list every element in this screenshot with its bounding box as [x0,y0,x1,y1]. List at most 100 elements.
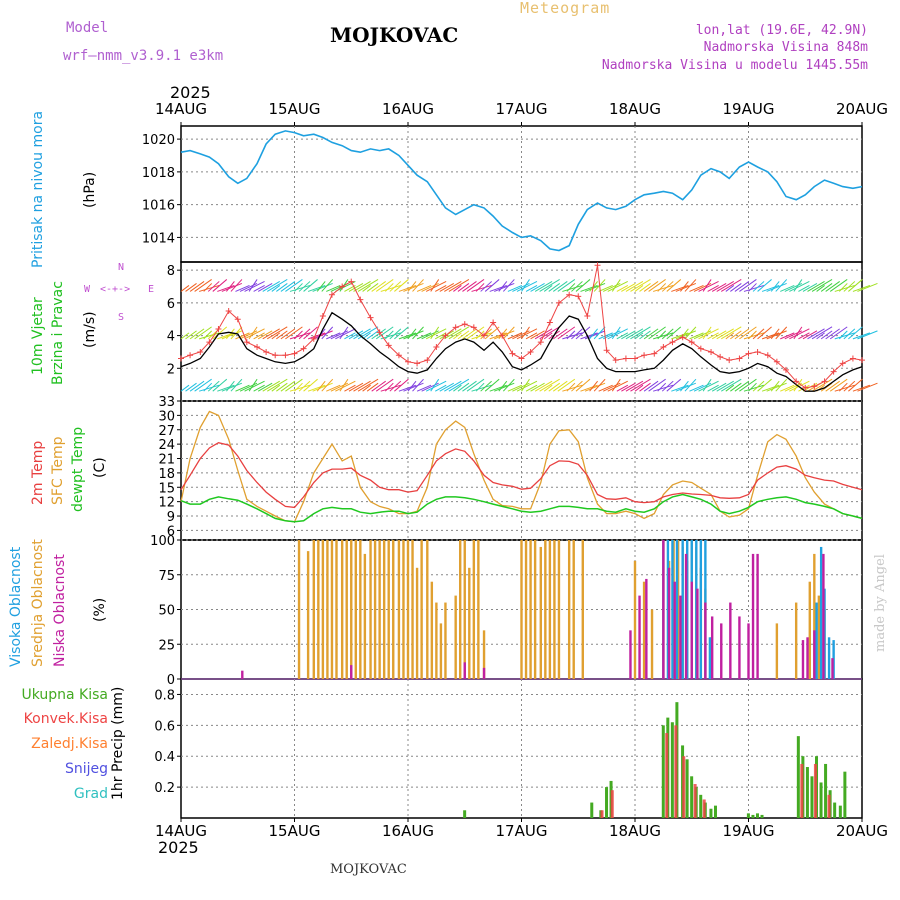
wind-barb [203,330,213,340]
wind-barb [848,378,863,392]
wind-barb [725,285,735,292]
wind-barb [248,279,258,292]
y-tick-label: 15 [158,481,175,496]
wind-barb [253,332,265,340]
wind-barb [775,326,788,340]
y-tick-label: 100 [150,534,175,549]
wind-barb [639,330,651,340]
wind-barb [580,284,598,292]
wind-barb [439,382,455,392]
cloud-low-bar [831,658,834,679]
wind-barb [262,380,280,392]
wind-gust-marker [348,278,355,285]
wind-barb [639,382,651,392]
wind-barb [566,382,576,392]
wind-gust-marker [367,314,374,321]
compass-arrows: <-+-> [100,284,131,295]
wind-barb [185,283,197,292]
precip-total-bar [751,814,755,818]
y-tick-label: 50 [158,604,175,619]
wind-barb [326,384,341,392]
wind-barb [439,283,455,292]
wind-gust-marker [717,353,724,360]
y-tick-label: 75 [158,569,175,584]
cloud-mid-bar [350,540,353,679]
wind-barb [780,332,795,340]
wind-barb [571,380,583,392]
precip-total-bar [713,805,717,818]
wind-barb [603,282,621,292]
wind-barb [634,332,644,340]
cloud-low-bar [696,588,699,679]
wind-barb [562,384,583,392]
wind-barb [566,283,576,292]
wind-gust-marker [793,378,800,385]
wind-barb [611,326,621,340]
wind-barb [453,285,462,292]
wind-barb [384,382,394,392]
cloud-high-bar [675,540,679,679]
wind-gust-marker [300,345,307,352]
cloud-mid-bar [581,540,584,679]
cloud-low-bar [673,581,676,679]
y-tick-label: 1014 [142,231,175,246]
wind-barb [207,380,220,392]
cloud-low-bar [822,553,825,679]
cloud-high-bar [815,602,818,679]
wind-gust-marker [481,332,488,339]
wind-barb [707,384,719,392]
wind-barb [394,326,409,340]
y-tick-label: 21 [158,453,175,468]
wind-speed-line [180,311,863,392]
wind-barb [475,382,485,392]
wind-barb [276,283,288,292]
wind-barb [852,332,871,340]
wind-barb [421,282,439,292]
wind-barb [743,332,765,340]
precip-total-bar [805,767,809,818]
wind-barb [702,326,712,340]
wind-gust-marker [499,332,506,339]
wind-barb [625,281,644,292]
cloud-mid-bar [406,540,410,679]
y-tick-label: 30 [158,409,175,424]
y-tick-label: 18 [158,467,175,482]
legend-ukupna: Ukupna Kisa [21,687,108,703]
wind-barb [512,382,530,392]
wind-barb [721,326,742,340]
wind-barb [621,330,636,340]
wind-barb [621,382,636,392]
coordinates-label: lon,lat (19.6E, 42.9N) [695,23,868,38]
cloud-mid-bar [642,581,646,679]
wind-barb [307,332,326,340]
wind-barb [784,282,803,292]
cloud-low-bar [720,623,723,679]
wind-barb [480,380,492,392]
wind-barb [811,326,833,340]
wind-barb [603,330,621,340]
precip-convective-bar [813,763,817,818]
cloud-mid-bar [317,540,320,679]
wind-barb [330,382,349,392]
wind-barb [221,382,243,392]
wind-barb [312,330,333,340]
cloud-low-bar [463,662,466,679]
wind-barb [212,279,228,292]
temp-2m-line [180,442,863,509]
wind-barb [412,378,424,392]
cloud-low-bar [679,595,682,679]
cloud-high-bar [827,637,831,679]
date-label-top: 17AUG [496,100,548,118]
wind-barb [339,378,349,392]
wind-gust-marker [754,348,761,355]
wind-barb [435,384,447,392]
wind-barb [344,384,356,392]
wind-barb [716,328,734,340]
wind-barb [280,281,296,292]
wind-barb [838,283,848,292]
wind-barb [598,384,613,392]
wind-barb [634,384,644,392]
wind-barb [239,382,258,392]
wind-barb [770,380,780,392]
wind-barb [802,330,818,340]
